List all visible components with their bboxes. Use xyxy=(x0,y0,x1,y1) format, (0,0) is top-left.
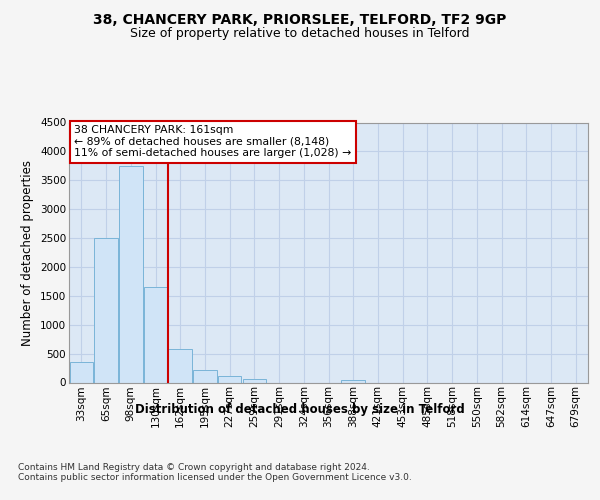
Bar xyxy=(193,370,217,382)
Text: 38 CHANCERY PARK: 161sqm
← 89% of detached houses are smaller (8,148)
11% of sem: 38 CHANCERY PARK: 161sqm ← 89% of detach… xyxy=(74,125,352,158)
Text: Contains HM Land Registry data © Crown copyright and database right 2024.
Contai: Contains HM Land Registry data © Crown c… xyxy=(18,462,412,482)
Text: 38, CHANCERY PARK, PRIORSLEE, TELFORD, TF2 9GP: 38, CHANCERY PARK, PRIORSLEE, TELFORD, T… xyxy=(94,12,506,26)
Bar xyxy=(218,376,241,382)
Y-axis label: Number of detached properties: Number of detached properties xyxy=(22,160,34,346)
Bar xyxy=(169,349,192,382)
Bar xyxy=(242,380,266,382)
Text: Distribution of detached houses by size in Telford: Distribution of detached houses by size … xyxy=(135,402,465,415)
Bar xyxy=(70,362,93,382)
Bar xyxy=(119,166,143,382)
Bar xyxy=(144,287,167,382)
Bar xyxy=(341,380,365,382)
Bar xyxy=(94,238,118,382)
Text: Size of property relative to detached houses in Telford: Size of property relative to detached ho… xyxy=(130,28,470,40)
